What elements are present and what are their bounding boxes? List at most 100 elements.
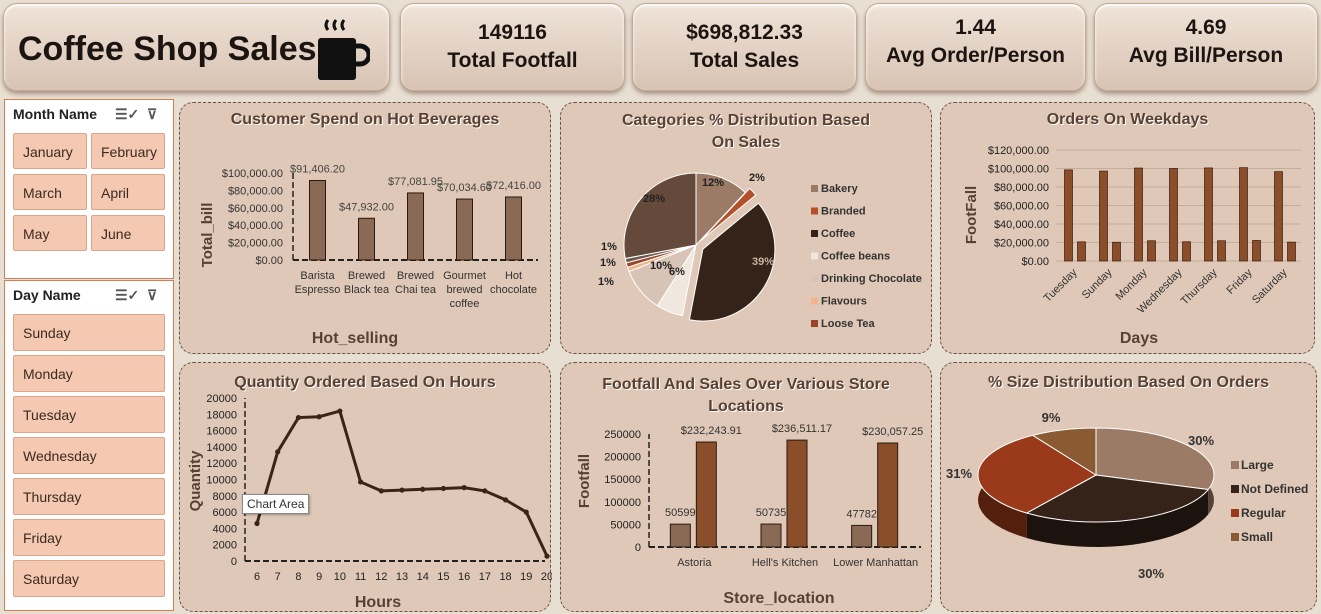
- x-tick-label: chocolate: [490, 284, 537, 296]
- bar: [309, 179, 326, 261]
- data-point: [357, 479, 364, 485]
- y-tick-label: $60,000.00: [994, 201, 1049, 213]
- day-button-wednesday[interactable]: Wednesday: [13, 437, 165, 474]
- data-label: $70,034.60: [437, 182, 492, 194]
- legend-swatch: [1231, 461, 1239, 469]
- y-tick-label: 12000: [206, 458, 237, 470]
- series-line: [255, 409, 549, 557]
- day-slicer: Day Name ☰✓ ⊽ Sunday Monday Tuesday Wedn…: [4, 280, 174, 611]
- pie-label: 30%: [1138, 566, 1164, 581]
- kpi-label: Avg Order/Person: [886, 44, 1065, 67]
- pie-slice: [1031, 427, 1097, 476]
- x-tick-label: 14: [417, 571, 429, 583]
- month-button-may[interactable]: May: [13, 215, 87, 251]
- kpi-avg-order: 1.44 Avg Order/Person: [865, 3, 1086, 91]
- pie-slice: [1025, 474, 1210, 523]
- y-axis-title: Total_bill: [199, 203, 216, 268]
- x-tick-label: Espresso: [295, 284, 341, 296]
- data-point: [482, 488, 488, 494]
- category-pie-chart: 12% 2% 39% 6%10% 1% 1% 1% 28% Bakery Branded Coffe…: [598, 172, 922, 330]
- y-tick-label: 150000: [604, 474, 641, 486]
- legend-label: Large: [1241, 458, 1274, 472]
- weekdays-panel[interactable]: Orders On Weekdays $0.00 $20,000.00 $40,00…: [940, 102, 1315, 354]
- day-button-friday[interactable]: Friday: [13, 519, 165, 556]
- x-tick-label: Saturday: [1250, 266, 1290, 306]
- chart-title: Footfall And Sales Over Various Store Lo…: [602, 376, 890, 415]
- data-point: [461, 485, 467, 491]
- y-tick-label: 6000: [213, 507, 237, 519]
- y-tick-label: $40,000.00: [994, 219, 1049, 231]
- legend-label: Small: [1241, 530, 1273, 544]
- data-label: $232,243.91: [681, 425, 742, 437]
- clear-filter-icon[interactable]: ⊽: [147, 287, 158, 303]
- legend-label: Branded: [821, 206, 866, 218]
- y-tick-label: 250000: [604, 429, 641, 441]
- store-panel[interactable]: Footfall And Sales Over Various Store Lo…: [560, 362, 932, 612]
- y-tick-label: 50000: [610, 519, 641, 531]
- y-tick-label: $100,000.00: [222, 168, 283, 180]
- bar: [1204, 167, 1213, 262]
- x-axis-title: Hot_selling: [312, 330, 398, 347]
- bar: [1077, 241, 1086, 262]
- x-tick-label: Lower Manhattan: [833, 557, 918, 569]
- chart-title: Customer Spend on Hot Beverages: [230, 111, 500, 128]
- size-panel[interactable]: % Size Distribution Based On Orders 30% 3…: [940, 362, 1317, 612]
- chart-title: Orders On Weekdays: [1046, 111, 1209, 128]
- day-slicer-title: Day Name: [13, 287, 81, 303]
- bar: [1252, 240, 1261, 262]
- month-button-january[interactable]: January: [13, 133, 87, 169]
- data-point: [420, 486, 426, 492]
- day-button-saturday[interactable]: Saturday: [13, 560, 165, 597]
- x-axis-title: Hours: [355, 594, 401, 611]
- legend-swatch: [811, 230, 818, 237]
- day-button-tuesday[interactable]: Tuesday: [13, 396, 165, 433]
- x-axis-title: Days: [1120, 330, 1158, 347]
- x-tick-label: 19: [520, 571, 532, 583]
- bar: [1239, 167, 1248, 262]
- bar: [505, 196, 522, 261]
- month-button-march[interactable]: March: [13, 174, 87, 210]
- x-tick-label: 8: [295, 571, 301, 583]
- y-tick-label: $80,000.00: [994, 182, 1049, 194]
- x-tick-label: 18: [499, 571, 511, 583]
- x-tick-label: 13: [396, 571, 408, 583]
- day-button-monday[interactable]: Monday: [13, 355, 165, 392]
- bar: [669, 523, 691, 548]
- hot-beverages-panel[interactable]: Customer Spend on Hot Beverages $0.00 $20…: [179, 102, 551, 354]
- kpi-value: 4.69: [1185, 16, 1227, 39]
- month-button-february[interactable]: February: [91, 133, 165, 169]
- hot-beverages-chart: $0.00 $20,000.00 $40,000.00 $60,000.00 $80,0…: [199, 163, 541, 347]
- bar: [851, 524, 873, 548]
- pie-label: 1%: [598, 276, 614, 288]
- data-point: [378, 488, 384, 494]
- clear-filter-icon[interactable]: ⊽: [147, 106, 158, 122]
- day-button-sunday[interactable]: Sunday: [13, 314, 165, 351]
- pie-label: 9%: [1042, 410, 1061, 425]
- data-point: [523, 509, 529, 515]
- legend-swatch: [811, 275, 818, 282]
- hours-panel[interactable]: Quantity Ordered Based On Hours 0 2000 400…: [179, 362, 552, 612]
- multi-select-icon[interactable]: ☰✓: [115, 287, 140, 303]
- day-button-thursday[interactable]: Thursday: [13, 478, 165, 515]
- pie-label: 30%: [1188, 433, 1214, 448]
- chart-title: % Size Distribution Based On Orders: [988, 374, 1269, 391]
- category-panel[interactable]: Categories % Distribution Based On Sales…: [560, 102, 932, 354]
- x-axis-title: Store_location: [723, 590, 834, 607]
- legend-swatch: [811, 297, 818, 305]
- bar: [1099, 170, 1108, 262]
- kpi-total-footfall: 149116 Total Footfall: [400, 3, 625, 91]
- multi-select-icon[interactable]: ☰✓: [115, 106, 140, 122]
- bar: [1182, 241, 1191, 262]
- legend-label: Coffee: [821, 228, 855, 240]
- x-tick-label: Hot: [505, 270, 522, 282]
- kpi-avg-bill: 4.69 Avg Bill/Person: [1094, 3, 1318, 91]
- x-tick-label: 15: [437, 571, 449, 583]
- x-tick-label: Black tea: [344, 284, 390, 296]
- bar: [1169, 168, 1178, 262]
- month-button-june[interactable]: June: [91, 215, 165, 251]
- x-tick-label: 9: [316, 571, 322, 583]
- month-button-april[interactable]: April: [91, 174, 165, 210]
- y-tick-label: 100000: [604, 497, 641, 509]
- x-tick-label: Astoria: [677, 557, 712, 569]
- x-tick-label: Sunday: [1080, 266, 1115, 301]
